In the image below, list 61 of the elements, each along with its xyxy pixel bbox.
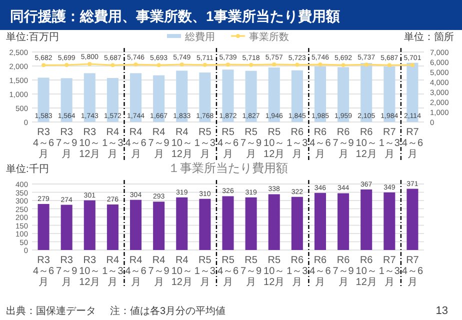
bar: [291, 196, 303, 250]
x-tick-label: R3 4～6月: [32, 255, 55, 288]
y-axis-title: 単位:千円: [6, 163, 49, 175]
x-tick-label: R6 1～3月: [286, 127, 308, 160]
bar: [384, 192, 396, 250]
x-tick-label: R6 7～9月: [332, 255, 354, 288]
bar: [222, 196, 234, 250]
x-tick-label: R6 1～3月: [286, 255, 308, 288]
legend-label: 事業所数: [249, 31, 289, 43]
x-tick-label: R3 7～9月: [56, 127, 78, 160]
x-tick-label: R4 4～6月: [125, 255, 147, 288]
legend-label: 総費用: [184, 31, 215, 43]
x-tick-label: R7 1～3月: [378, 127, 400, 160]
x-tick-label: R5 1～3月: [194, 255, 216, 288]
x-tick-label: R4 1～3月: [102, 255, 124, 288]
chart-title: 同行援護：総費用、事業所数、1事業所当たり費用額: [10, 8, 340, 24]
x-tick-label: R5 10～12月: [264, 255, 285, 288]
x-tick-label: R7 4～6月: [402, 127, 424, 160]
x-tick-label: R7 4～6月: [402, 255, 424, 288]
x-tick-label: R3 10～12月: [79, 127, 100, 160]
bar: [84, 200, 96, 250]
x-tick-label: R4 7～9月: [148, 255, 170, 288]
bar: [130, 200, 142, 250]
x-tick-label: R5 4～6月: [217, 127, 239, 160]
x-tick-label: R5 10～12月: [264, 127, 285, 160]
x-tick-label: R4 1～3月: [102, 127, 124, 160]
x-tick-label: R4 4～6月: [125, 127, 147, 160]
bar: [406, 188, 418, 250]
source-note: 出典：国保連データ: [6, 305, 96, 317]
bar: [338, 193, 350, 250]
bar: [314, 192, 326, 250]
x-tick-label: R4 10～12月: [171, 127, 192, 160]
y2-axis-title: 単位：箇所: [404, 31, 454, 43]
x-tick-label: R3 4～6月: [32, 127, 55, 160]
y-axis-title: 単位:百万円: [6, 31, 59, 43]
bar: [199, 198, 211, 250]
x-tick-label: R5 7～9月: [240, 127, 262, 160]
x-tick-label: R6 4～6月: [310, 255, 332, 288]
x-tick-label: R4 10～12月: [171, 255, 192, 288]
bar: [106, 204, 118, 250]
x-tick-label: R3 7～9月: [56, 255, 78, 288]
x-tick-label: R5 7～9月: [240, 255, 262, 288]
x-tick-label: R5 1～3月: [194, 127, 216, 160]
bar: [153, 202, 165, 250]
bar: [60, 204, 72, 250]
bar: [38, 204, 50, 250]
bar: [360, 189, 372, 250]
text: 13: [436, 305, 448, 317]
x-tick-label: R6 10～12月: [356, 127, 377, 160]
x-tick-label: R4 7～9月: [148, 127, 170, 160]
x-tick-label: R3 10～12月: [79, 255, 100, 288]
x-tick-label: R6 4～6月: [310, 127, 332, 160]
x-tick-label: R7 1～3月: [378, 255, 400, 288]
bar: [268, 194, 280, 250]
x-tick-label: R6 10～12月: [356, 255, 377, 288]
chart-title: １事業所当たり費用額: [168, 161, 288, 175]
bar: [245, 197, 257, 250]
x-tick-label: R5 4～6月: [217, 255, 239, 288]
bar: [176, 197, 188, 250]
text: 注：値は各3月分の平均値: [110, 305, 226, 317]
x-tick-label: R6 7～9月: [332, 127, 354, 160]
